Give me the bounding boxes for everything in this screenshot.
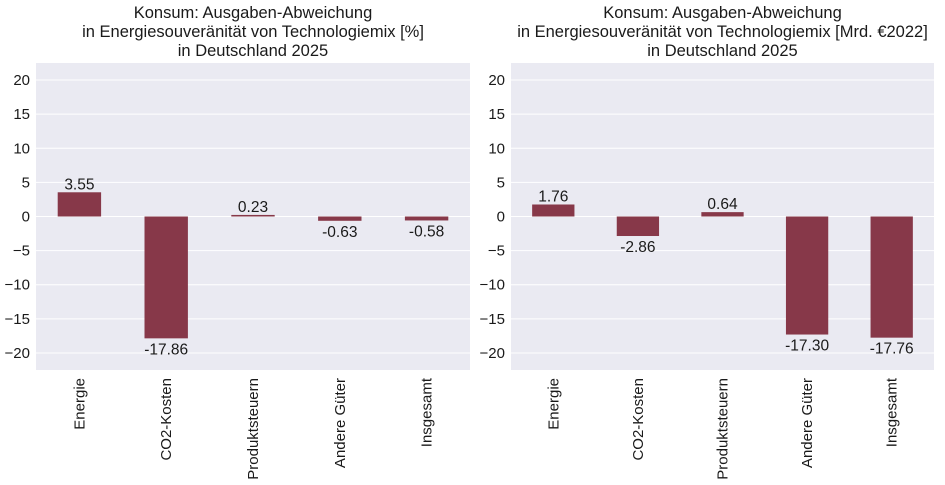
y-tick-label: 15 <box>488 106 505 123</box>
y-tick-label: 20 <box>488 72 505 89</box>
chart-title-line: in Deutschland 2025 <box>647 42 797 60</box>
data-label: -17.86 <box>144 341 188 358</box>
data-label: -0.58 <box>409 223 444 240</box>
data-label: 0.64 <box>707 196 738 213</box>
x-tick-label: Produktsteuern <box>245 378 262 480</box>
chart-title-line: Konsum: Ausgaben-Abweichung <box>134 4 373 22</box>
y-tick-label: −15 <box>5 311 30 328</box>
bar-1 <box>57 192 102 217</box>
x-tick-label: CO2-Kosten <box>630 378 647 461</box>
y-tick-label: 10 <box>488 140 505 157</box>
bar-4 <box>318 216 362 221</box>
data-label: 0.23 <box>238 199 268 216</box>
x-tick-label: Insgesamt <box>884 377 901 447</box>
chart-title-line: in Energiesouveränität von Technologiemi… <box>82 23 424 41</box>
x-tick-label: Andere Güter <box>799 378 816 468</box>
chart-title-line: in Deutschland 2025 <box>178 42 328 60</box>
bar-5 <box>404 216 449 221</box>
x-tick-label: Produktsteuern <box>715 378 732 480</box>
y-tick-label: 10 <box>13 140 30 157</box>
data-label: 1.76 <box>538 188 568 205</box>
chart-title-line: Konsum: Ausgaben-Abweichung <box>603 4 842 22</box>
y-tick-label: −10 <box>480 277 505 294</box>
y-tick-label: −20 <box>480 345 505 362</box>
bar-3 <box>701 212 744 217</box>
x-tick-label: Andere Güter <box>332 378 349 468</box>
y-tick-label: −20 <box>5 345 30 362</box>
data-label: -2.86 <box>620 239 655 256</box>
x-tick-label: Insgesamt <box>419 377 436 447</box>
y-tick-label: 0 <box>22 209 30 226</box>
y-tick-label: −5 <box>13 243 30 260</box>
x-tick-label: Energie <box>71 378 88 430</box>
y-tick-label: 0 <box>497 209 505 226</box>
bar-1 <box>532 204 575 217</box>
data-label: 3.55 <box>64 176 94 193</box>
y-tick-label: −10 <box>5 277 30 294</box>
data-label: -17.30 <box>785 338 829 355</box>
y-tick-label: −15 <box>480 311 505 328</box>
chart-panel-2: 20 15 10 5 0 −5 −10 −15 −20 1.76 Energie -2.86 CO2-K… <box>480 4 934 480</box>
chart-panel-1: 20 15 10 5 0 −5 −10 −15 −20 3.55 Energie -17.86 CO2-… <box>5 4 470 480</box>
y-tick-label: −5 <box>488 243 505 260</box>
bar-5 <box>870 216 913 338</box>
bar-2 <box>144 216 188 339</box>
data-label: -0.63 <box>322 224 357 241</box>
chart-title-line: in Energiesouveränität von Technologiemi… <box>517 23 928 41</box>
data-label: -17.76 <box>870 341 914 358</box>
y-tick-label: 20 <box>13 72 30 89</box>
y-tick-label: 5 <box>497 174 505 191</box>
x-tick-label: CO2-Kosten <box>158 378 175 461</box>
bar-2 <box>616 216 660 237</box>
y-tick-label: 5 <box>22 174 30 191</box>
x-tick-label: Energie <box>545 378 562 430</box>
bar-3 <box>231 214 275 217</box>
y-tick-label: 15 <box>13 106 30 123</box>
bar-4 <box>785 216 829 335</box>
